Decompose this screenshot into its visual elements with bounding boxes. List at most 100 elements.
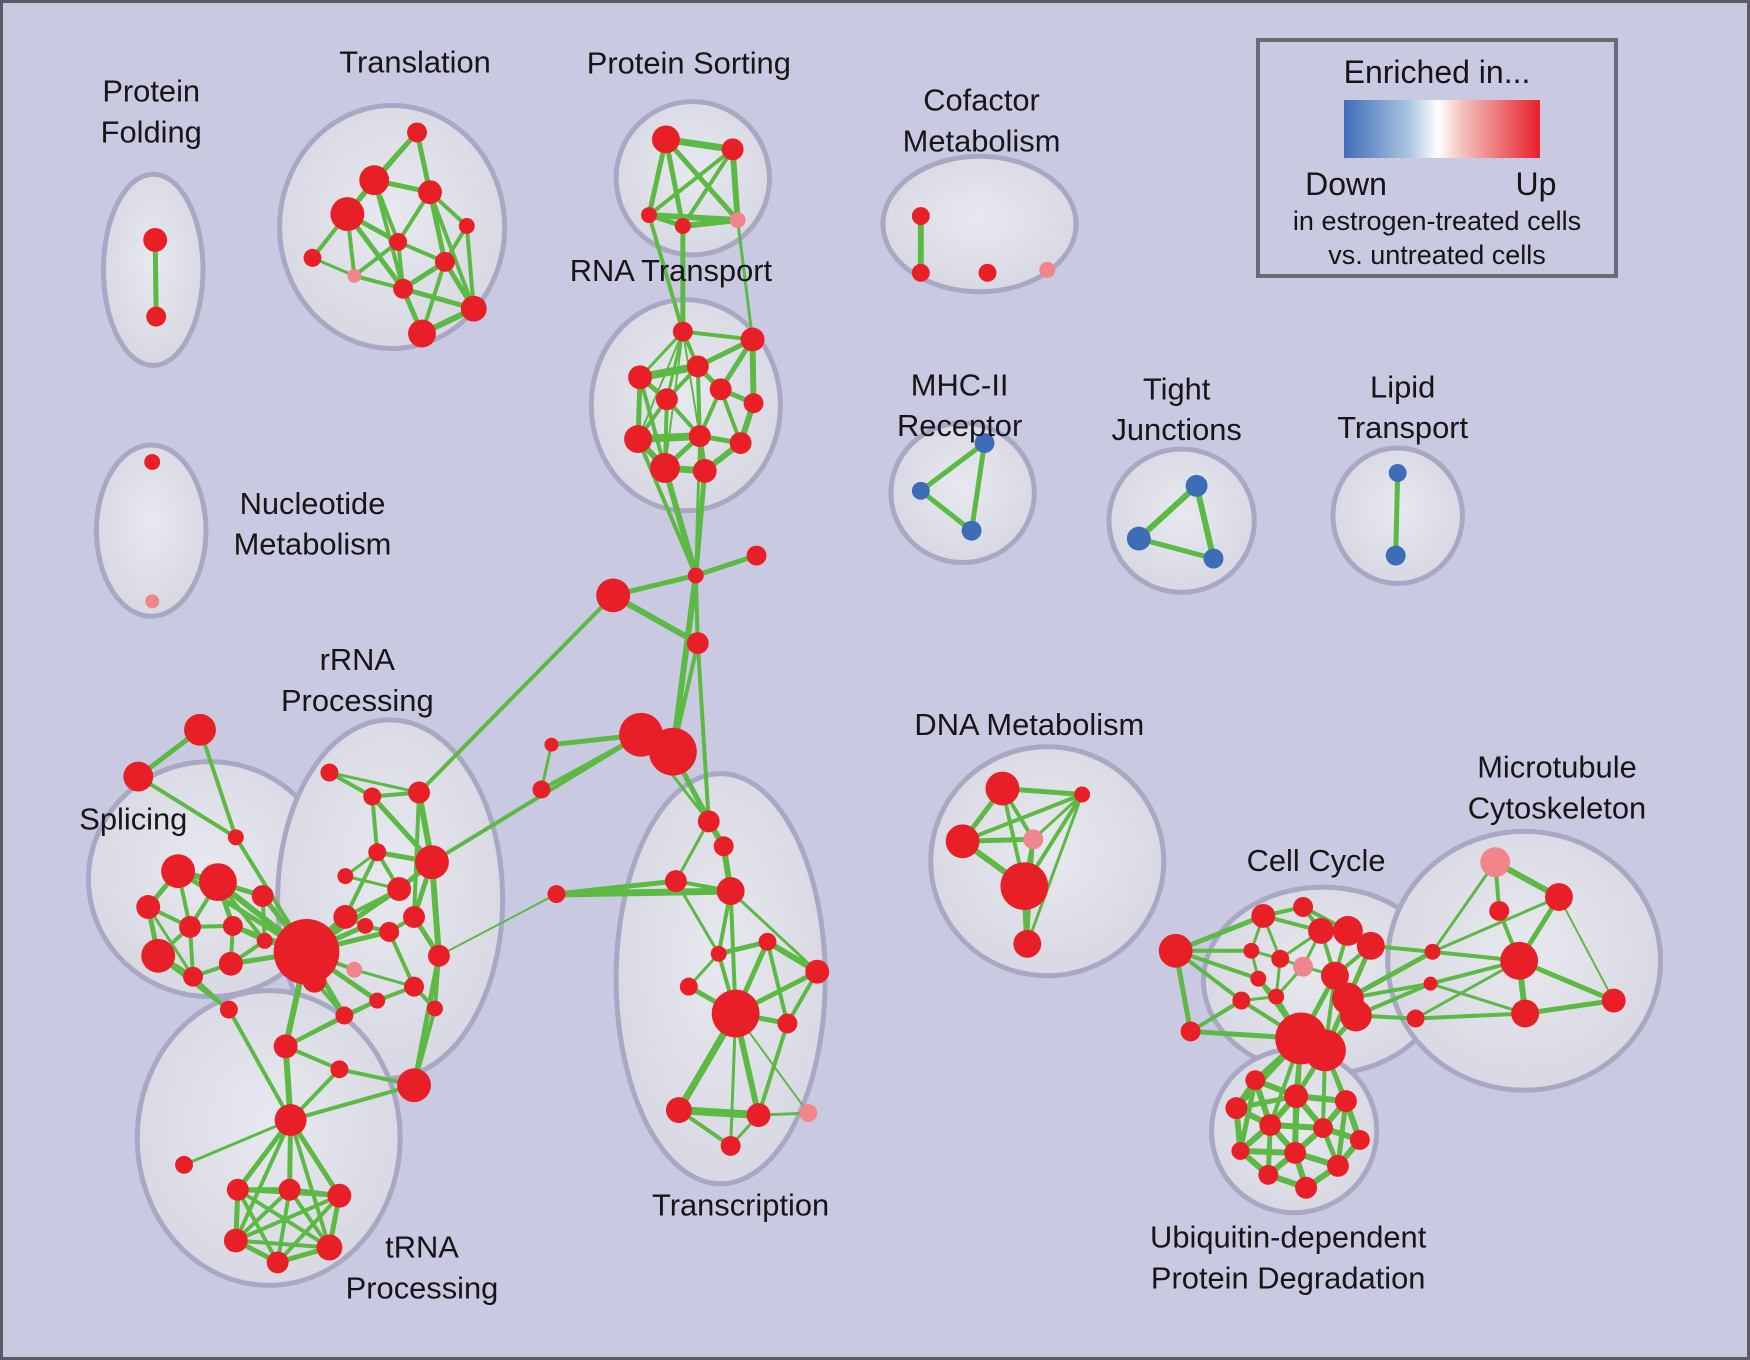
similarity-edge [729,889,819,974]
similarity-edge [693,468,708,578]
gene-set-node-red [333,905,358,929]
gene-set-node-blue [911,481,930,500]
gene-set-node-red [327,1183,352,1208]
similarity-edge [233,1193,342,1243]
gene-set-node-red [1074,786,1091,803]
gene-set-node-red [1601,988,1626,1013]
similarity-edge [233,1238,332,1250]
gene-set-node-red [720,1135,741,1156]
similarity-edge [197,727,238,840]
gene-set-node-red [387,877,412,902]
network-canvas: Protein Folding Translation Protein Sorting… [79,45,1664,1306]
gene-set-node-blue [1388,463,1407,482]
gene-set-node-red [674,218,691,234]
similarity-edge [387,929,417,989]
gene-set-node-red [746,545,767,566]
gene-set-node-red [337,868,354,885]
gene-set-node-red [1225,1097,1248,1120]
similarity-edge [1193,482,1217,562]
similarity-edge [1522,998,1617,1017]
gene-set-node-pink [347,268,362,283]
gene-set-node-red [184,713,216,746]
gene-set-node-red [1349,1130,1370,1150]
similarity-edge [1413,1011,1528,1021]
cluster-label-translation: Translation [339,45,491,80]
cluster-ellipse-mhc-ii-receptor [888,420,1037,566]
similarity-edge [370,794,380,855]
similarity-edge [226,1007,293,1123]
similarity-edge [960,792,1085,844]
gene-set-node-red [379,921,400,942]
gene-set-node-red [407,122,427,143]
similarity-edge [235,1187,280,1265]
similarity-edge [695,364,702,439]
gene-set-node-red [1284,1084,1309,1109]
gene-set-node-red [251,885,274,907]
gene-set-node-red [1232,991,1251,1010]
similarity-edge [1431,895,1561,954]
gene-set-node-pink [1039,261,1056,278]
gene-set-node-red [713,836,734,857]
gene-set-node-red [136,895,161,919]
network-nodes [123,122,1626,1274]
similarity-edge [681,330,701,438]
gene-set-node-red [649,453,680,483]
gene-set-node-red [1268,988,1285,1005]
similarity-edge [969,440,988,534]
cluster-label-cell-cycle: Cell Cycle [1247,843,1386,878]
gene-set-node-red [460,295,487,322]
cluster-label-trna-processing: tRNA Processing [346,1230,499,1306]
similarity-edge [1393,470,1401,559]
gene-set-node-red [266,1251,289,1274]
similarity-edge [918,440,988,494]
similarity-edge [552,887,735,898]
gene-set-node-red [729,432,752,455]
gene-set-node-red [1356,931,1385,960]
gene-set-node-red [978,263,997,282]
gene-set-node-red [711,989,760,1038]
gene-set-node-red [544,737,559,752]
similarity-edge [765,939,790,1026]
gene-set-node-red [664,870,687,893]
gene-set-node-red [679,977,698,996]
similarity-edge [136,774,238,840]
cluster-ellipse-tight-junctions [1106,446,1257,595]
gene-set-node-red [357,917,374,934]
gene-set-node-red [141,938,176,973]
cluster-ellipse-rna-transport [588,297,783,514]
gene-set-node-red [1339,999,1372,1032]
gene-set-node-red [692,458,717,483]
gene-set-node-red [302,968,327,993]
gene-set-node-pink [1293,956,1314,977]
gene-set-node-red [397,1068,431,1103]
similarity-edge [233,1118,293,1243]
cluster-label-cofactor-metabolism: Cofactor Metabolism [903,83,1061,159]
gene-set-node-red [1258,1164,1279,1185]
gene-set-node-red [223,1228,248,1253]
gene-set-node-red [743,393,764,414]
gene-set-node-red [1243,942,1260,959]
gene-set-node-red [1271,949,1290,968]
gene-set-node-red [1423,976,1438,991]
gene-set-node-red [672,321,693,342]
gene-set-node-pink [1480,847,1511,878]
gene-set-node-red [532,780,551,799]
similarity-edge [647,147,735,218]
similarity-edge [637,330,684,441]
gene-set-node-red [330,197,365,231]
gene-set-node-red [1158,933,1193,968]
gene-set-node-red [144,454,161,470]
gene-set-node-red [1231,1141,1250,1160]
gene-set-node-red [655,388,678,411]
similarity-edge [417,593,616,795]
gene-set-node-pink [145,594,160,609]
gene-set-node-red [805,959,830,984]
gene-set-node-red [1313,1118,1333,1138]
cluster-label-mhc-ii-receptor: MHC-II Receptor [897,367,1022,443]
gene-set-node-pink [799,1104,818,1123]
cluster-label-nucleotide-metabolism: Nucleotide Metabolism [234,486,392,562]
gene-set-node-red [369,992,386,1009]
legend-subtitle-line1: in estrogen-treated cells [1292,206,1582,236]
gene-set-node-red [426,1000,443,1017]
gene-set-node-blue [1185,474,1208,497]
